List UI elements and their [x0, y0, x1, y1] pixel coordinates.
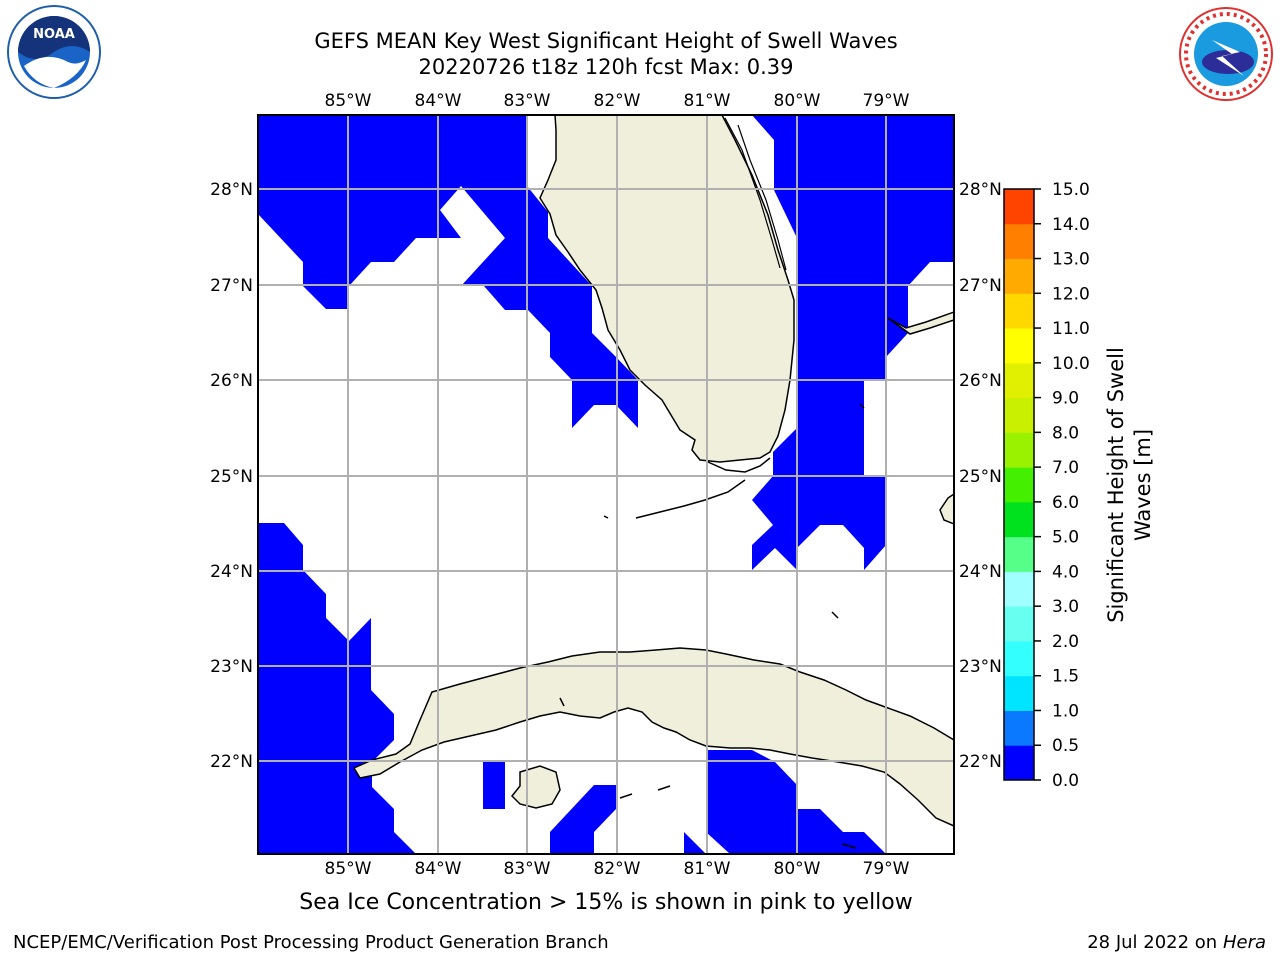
lat-label: 23°N — [959, 657, 1002, 677]
lon-label: 82°W — [594, 91, 641, 111]
lon-labels-top: 85°W 84°W 83°W 82°W 81°W 80°W 79°W — [325, 91, 910, 111]
lat-label: 28°N — [210, 180, 253, 200]
colorbar-swatch — [1004, 501, 1034, 538]
colorbar-swatch — [1004, 536, 1034, 572]
colorbar-swatch — [1004, 675, 1034, 711]
land-cuba — [352, 647, 954, 827]
sea-ice-caption: Sea Ice Concentration > 15% is shown in … — [299, 890, 913, 915]
colorbar-border — [1003, 188, 1035, 781]
colorbar-swatch — [1004, 432, 1034, 468]
colorbar-tick-label: 14.0 — [1052, 215, 1090, 235]
lat-label: 24°N — [210, 562, 253, 582]
lon-label: 85°W — [325, 859, 372, 879]
colorbar-tick-label: 9.0 — [1052, 389, 1079, 409]
colorbar-tick-label: 4.0 — [1052, 562, 1079, 582]
swell-field — [258, 115, 954, 854]
land-isla-juventud — [510, 765, 561, 809]
colorbar-swatch — [1004, 258, 1034, 294]
lon-label: 79°W — [863, 91, 910, 111]
map-area — [258, 115, 954, 854]
colorbar-swatch — [1004, 362, 1034, 399]
colorbar-tick-label: 0.5 — [1052, 736, 1079, 756]
lat-label: 26°N — [210, 371, 253, 391]
colorbar — [1004, 189, 1034, 781]
noaa-logo-text: NOAA — [33, 27, 75, 42]
colorbar-label-line2: Waves [m] — [1131, 429, 1155, 541]
footer-host: Hera — [1222, 932, 1266, 953]
lat-label: 26°N — [959, 371, 1002, 391]
colorbar-swatch — [1004, 640, 1034, 677]
lat-label: 27°N — [959, 276, 1002, 296]
lat-label: 23°N — [210, 657, 253, 677]
noaa-logo-icon: NOAA — [7, 5, 101, 99]
lat-labels-left: 28°N 27°N 26°N 25°N 24°N 23°N 22°N — [210, 180, 253, 772]
colorbar-label-line1: Significant Height of Swell — [1104, 347, 1128, 623]
colorbar-tick-label: 12.0 — [1052, 284, 1090, 304]
map-gridlines — [258, 115, 954, 854]
colorbar-tick-label: 0.0 — [1052, 771, 1079, 791]
lat-label: 22°N — [959, 752, 1002, 772]
lat-label: 27°N — [210, 276, 253, 296]
colorbar-tick-label: 11.0 — [1052, 319, 1090, 339]
colorbar-tick-label: 15.0 — [1052, 180, 1090, 200]
lon-label: 80°W — [774, 859, 821, 879]
lon-labels-bottom: 85°W 84°W 83°W 82°W 81°W 80°W 79°W — [325, 859, 910, 879]
chart-title-line2: 20220726 t18z 120h fcst Max: 0.39 — [418, 55, 794, 79]
lon-label: 80°W — [774, 91, 821, 111]
lon-label: 83°W — [504, 91, 551, 111]
footer-right: 28 Jul 2022 on Hera — [1087, 932, 1266, 953]
lat-label: 25°N — [210, 467, 253, 487]
land-florida — [539, 115, 795, 463]
lat-label: 24°N — [959, 562, 1002, 582]
colorbar-swatch — [1004, 710, 1034, 746]
colorbar-swatch — [1004, 328, 1034, 364]
colorbar-tick-label: 1.0 — [1052, 701, 1079, 721]
map-border — [257, 114, 955, 855]
colorbar-swatch — [1004, 606, 1034, 642]
colorbar-swatch — [1004, 467, 1034, 503]
colorbar-tick-label: 10.0 — [1052, 354, 1090, 374]
lat-label: 25°N — [959, 467, 1002, 487]
colorbar-tick-label: 6.0 — [1052, 493, 1079, 513]
colorbar-ticks: 0.0 0.5 1.0 1.5 2.0 3.0 4.0 5.0 6.0 7.0 8.0 9.0 10.0… — [1034, 180, 1090, 791]
lat-label: 28°N — [959, 180, 1002, 200]
lon-label: 83°W — [504, 859, 551, 879]
lon-label: 84°W — [415, 859, 462, 879]
colorbar-swatch — [1004, 293, 1034, 329]
lon-label: 79°W — [863, 859, 910, 879]
lat-labels-right: 28°N 27°N 26°N 25°N 24°N 23°N 22°N — [959, 180, 1002, 772]
chart-title-line1: GEFS MEAN Key West Significant Height of… — [314, 29, 898, 53]
lat-label: 22°N — [210, 752, 253, 772]
footer-date: 28 Jul 2022 on — [1087, 932, 1223, 953]
lon-label: 81°W — [684, 91, 731, 111]
colorbar-tick-label: 7.0 — [1052, 458, 1079, 478]
lon-label: 81°W — [684, 859, 731, 879]
colorbar-swatch — [1004, 397, 1034, 433]
colorbar-swatch — [1004, 189, 1034, 225]
colorbar-tick-label: 2.0 — [1052, 632, 1079, 652]
colorbar-tick-label: 8.0 — [1052, 423, 1079, 443]
lon-label: 82°W — [594, 859, 641, 879]
lon-label: 84°W — [415, 91, 462, 111]
colorbar-tick-label: 5.0 — [1052, 528, 1079, 548]
colorbar-tick-label: 3.0 — [1052, 597, 1079, 617]
colorbar-tick-label: 1.5 — [1052, 667, 1079, 687]
footer-left: NCEP/EMC/Verification Post Processing Pr… — [13, 932, 609, 953]
colorbar-swatch — [1004, 571, 1034, 607]
colorbar-tick-label: 13.0 — [1052, 250, 1090, 270]
colorbar-swatch — [1004, 223, 1034, 260]
nws-logo-icon — [1179, 7, 1273, 101]
lon-label: 85°W — [325, 91, 372, 111]
colorbar-swatch — [1004, 745, 1034, 781]
